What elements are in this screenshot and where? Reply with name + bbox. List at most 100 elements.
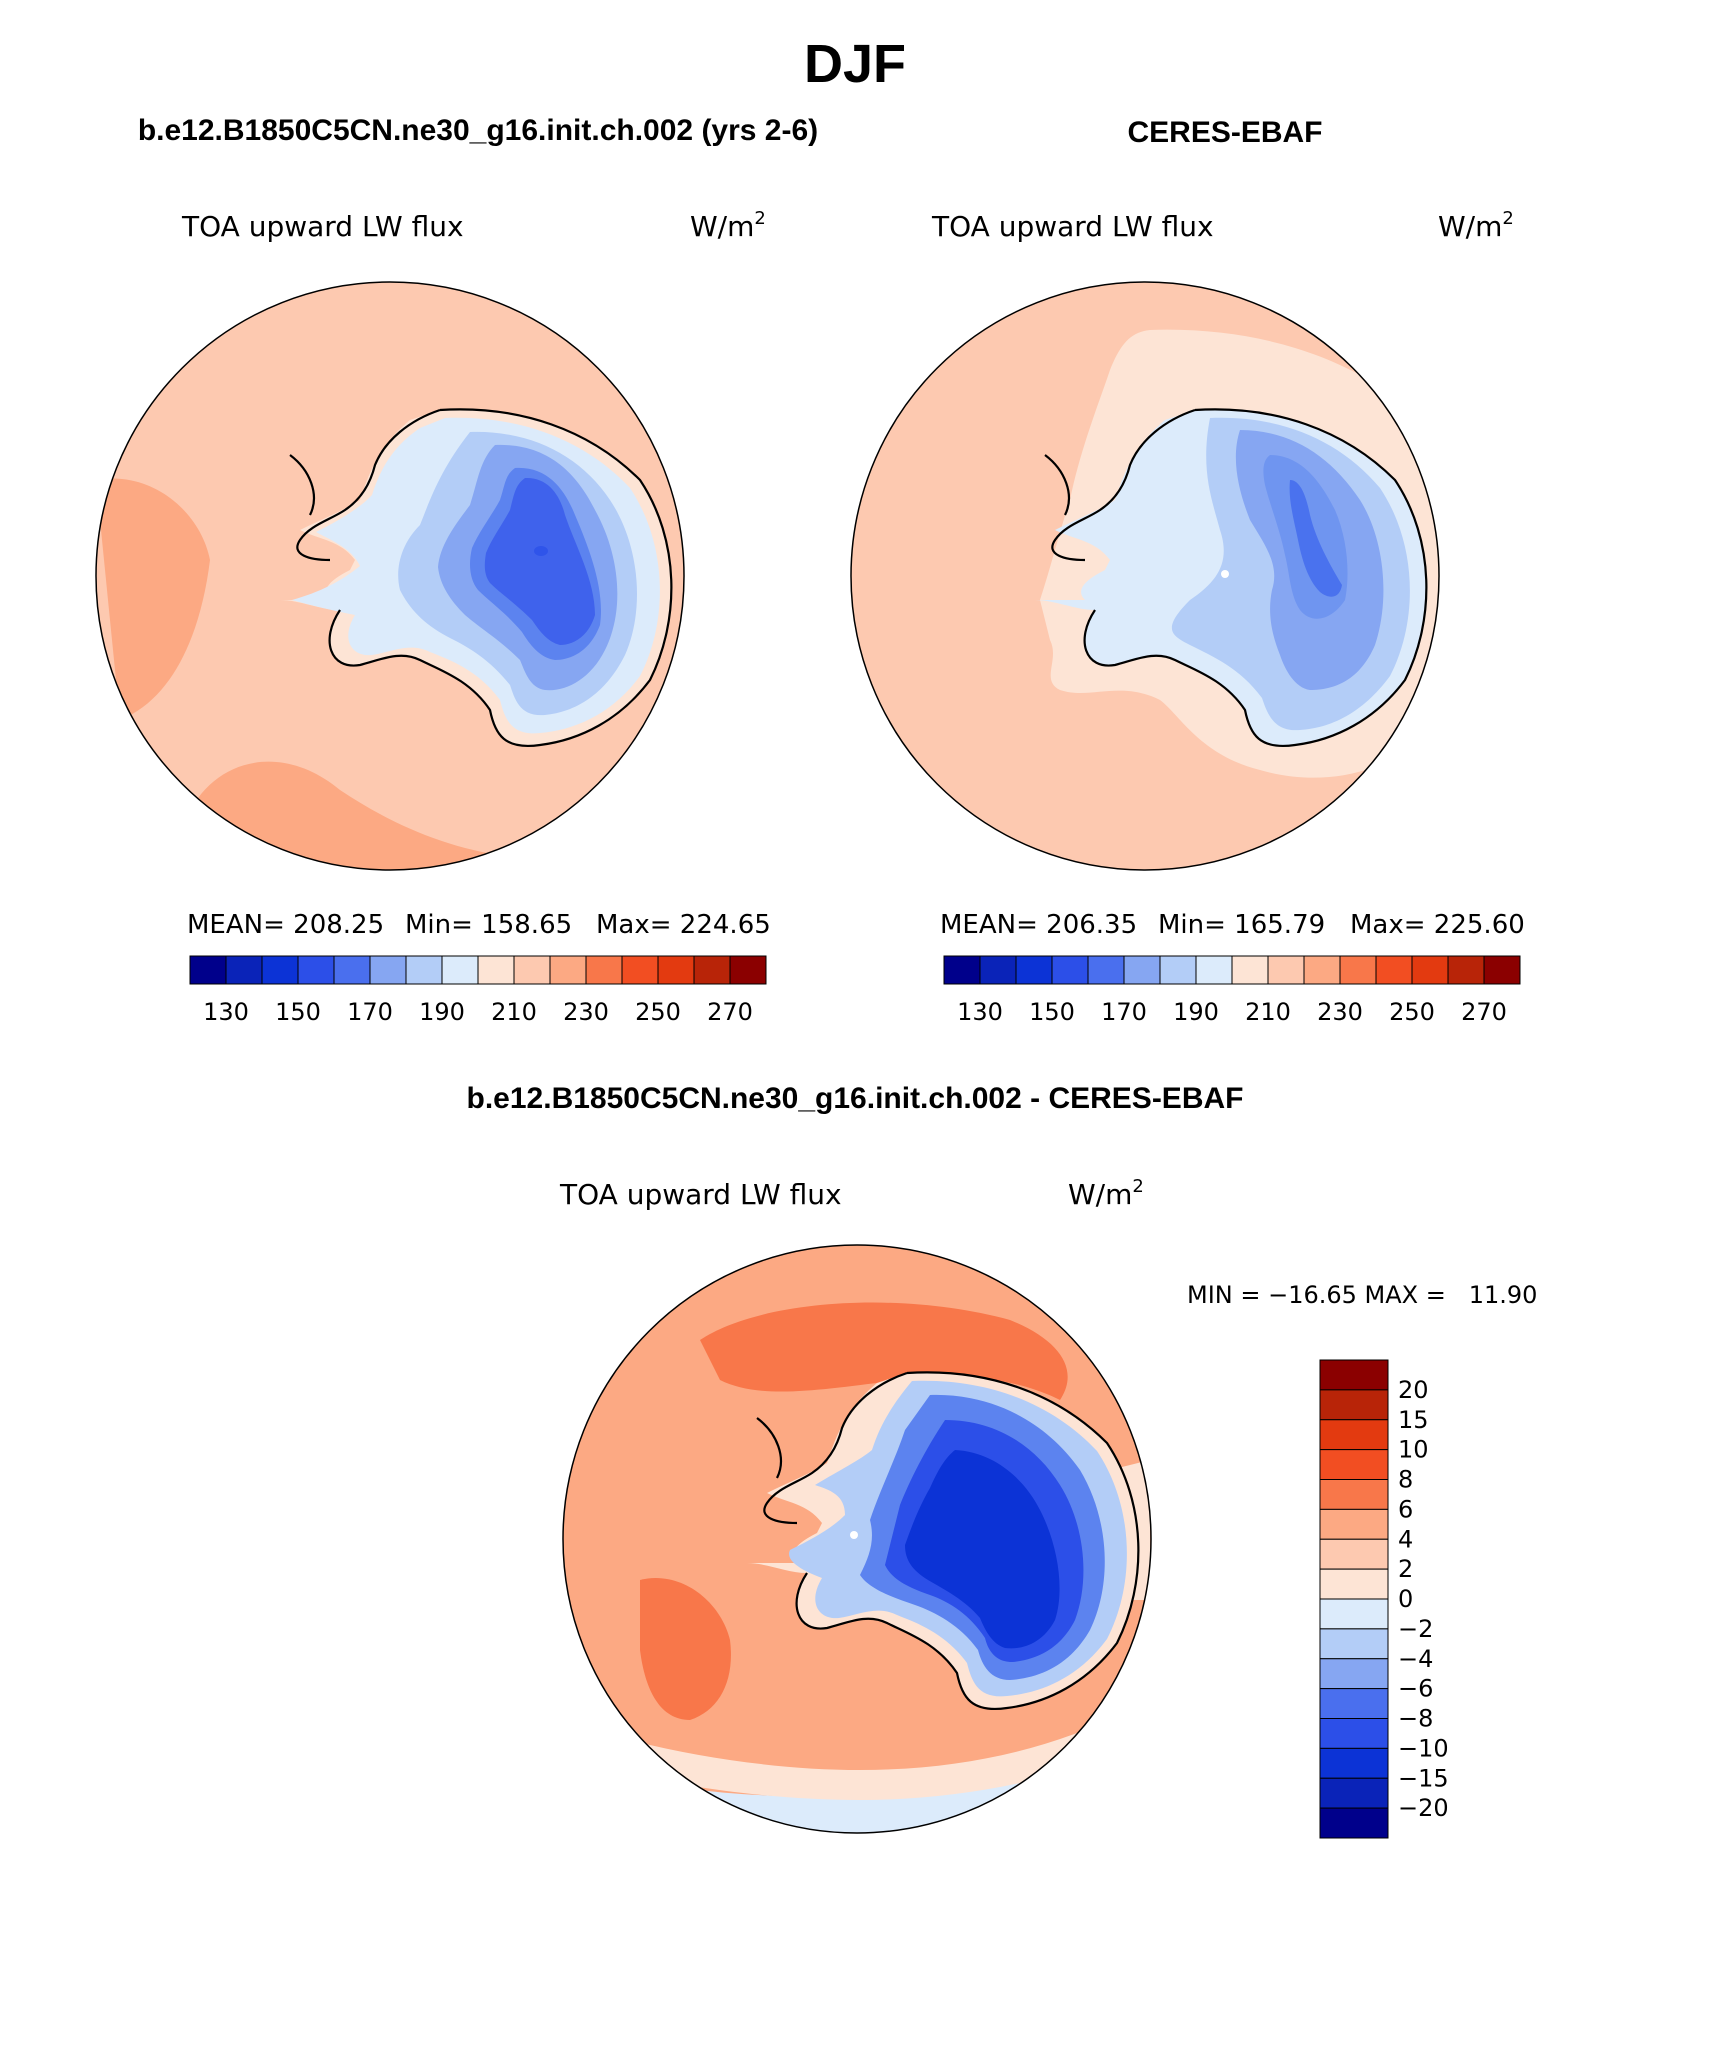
panel-diff-colorbar-tick-label: −4 (1398, 1645, 1433, 1673)
panel-obs-colorbar-swatch (1303, 955, 1341, 985)
panel-obs-mean: MEAN= 206.35 (940, 910, 1137, 940)
panel-diff-colorbar-swatch (1319, 1389, 1389, 1421)
panel-model-ice-5 (484, 477, 595, 645)
panel-diff-colorbar-tick-label: −2 (1398, 1615, 1433, 1643)
panel-obs-colorbar-tick-label: 130 (957, 998, 1003, 1026)
panel-obs-colorbar-swatch (1123, 955, 1161, 985)
panel-diff-colorbar-swatch (1319, 1807, 1389, 1839)
panel-model-stats: MEAN= 208.25 Min= 158.65 Max= 224.65 (187, 910, 771, 940)
panel-diff-colorbar-swatch (1319, 1718, 1389, 1749)
panel-obs-colorbar-tick-label: 150 (1029, 998, 1075, 1026)
panel-diff-colorbar-swatch (1319, 1777, 1389, 1809)
panel-model-max: Max= 224.65 (596, 910, 771, 940)
panel-diff-colorbar-swatch (1319, 1598, 1389, 1630)
panel-diff-colorbar-tick-label: 20 (1398, 1376, 1429, 1404)
panel-model-colorbar-tick-label: 230 (563, 998, 609, 1026)
panel-model-unit: W/m2 (690, 208, 766, 243)
panel-diff-title: b.e12.B1850C5CN.ne30_g16.init.ch.002 - C… (467, 1082, 1244, 1115)
panel-model-colorbar-tick-label: 170 (347, 998, 393, 1026)
panel-diff-colorbar-swatch (1319, 1449, 1389, 1480)
panel-diff-coastline (756, 1371, 1140, 1711)
panel-model-colorbar-tick-label: 150 (275, 998, 321, 1026)
panel-obs-colorbar: 130 150 170 190 210 230 250 270 (943, 955, 1521, 1026)
panel-obs-colorbar-swatch (979, 955, 1017, 985)
panel-obs-colorbar-swatch (1375, 955, 1413, 985)
panel-diff-neutral-band (563, 1710, 1140, 1800)
panel-diff-colorbar-swatch (1319, 1479, 1389, 1510)
panel-obs-colorbar-swatch (1159, 955, 1197, 985)
panel-model-colorbar-swatch (333, 955, 371, 985)
panel-obs-colorbar-swatch (1339, 955, 1377, 985)
panel-diff-pole-dot (850, 1531, 858, 1539)
panel-diff-colorbar-tick-label: 15 (1398, 1406, 1429, 1434)
panel-obs-colorbar-swatch (1483, 955, 1521, 985)
panel-diff-colorbar-swatch (1319, 1359, 1389, 1391)
panel-diff-colorbar-swatch (1319, 1508, 1389, 1540)
panel-model-map-border (95, 281, 685, 871)
panel-obs-pole-dot (1221, 570, 1229, 578)
panel-obs-colorbar-tick-label: 170 (1101, 998, 1147, 1026)
panel-model-colorbar-swatch (729, 955, 767, 985)
panel-model-mean: MEAN= 208.25 (187, 910, 384, 940)
panel-diff: b.e12.B1850C5CN.ne30_g16.init.ch.002 - C… (467, 1082, 1537, 1839)
panel-model-colorbar-swatch (261, 955, 299, 985)
panel-model-min: Min= 158.65 (405, 910, 572, 940)
panel-obs-ice-5 (1289, 480, 1342, 597)
panel-diff-colorbar-tick-label: −15 (1398, 1764, 1449, 1792)
panel-obs-colorbar-swatch (943, 955, 981, 985)
panel-diff-colorbar-swatch (1319, 1568, 1389, 1600)
panel-model-variable: TOA upward LW flux (181, 210, 464, 243)
panel-diff-colorbar-tick-label: 0 (1398, 1585, 1413, 1613)
panel-diff-minmax: MIN = −16.65 MAX = 11.90 (1187, 1281, 1537, 1309)
panel-diff-colorbar-tick-label: 4 (1398, 1525, 1413, 1553)
panel-obs-max: Max= 225.60 (1350, 910, 1525, 940)
panel-diff-colorbar-tick-label: 6 (1398, 1495, 1413, 1523)
panel-model: b.e12.B1850C5CN.ne30_g16.init.ch.002 (yr… (95, 114, 818, 1026)
panel-diff-colorbar-tick-label: −8 (1398, 1705, 1433, 1733)
panel-obs-colorbar-swatch (1267, 955, 1305, 985)
figure-title: DJF (804, 34, 906, 94)
panel-diff-map (562, 1244, 1152, 1834)
panel-diff-colorbar-swatch (1319, 1538, 1389, 1570)
panel-diff-unit: W/m2 (1068, 1176, 1144, 1211)
panel-obs-colorbar-swatch (1231, 955, 1269, 985)
panel-model-colorbar-swatch (441, 955, 479, 985)
panel-diff-colorbar-swatch (1319, 1419, 1389, 1451)
panel-model-colorbar-tick-label: 190 (419, 998, 465, 1026)
panel-model-colorbar-tick-label: 270 (707, 998, 753, 1026)
panel-obs-colorbar-swatch (1015, 955, 1053, 985)
panel-obs-stats: MEAN= 206.35 Min= 165.79 Max= 225.60 (940, 910, 1525, 940)
panel-obs-map (850, 281, 1440, 871)
panel-obs-coastline (1044, 408, 1428, 748)
panel-obs-colorbar-tick-label: 230 (1317, 998, 1363, 1026)
panel-diff-colorbar-swatch (1319, 1747, 1389, 1779)
panel-model-colorbar-swatch (189, 955, 227, 985)
panel-obs-colorbar-swatch (1195, 955, 1233, 985)
panel-diff-neutral-east (1110, 1460, 1150, 1600)
panel-diff-colorbar-tick-label: 10 (1398, 1436, 1429, 1464)
panel-model-colorbar-swatch (693, 955, 731, 985)
panel-model-colorbar-swatch (297, 955, 335, 985)
panel-model-colorbar-swatch (405, 955, 443, 985)
panel-diff-colorbar-tick-label: −20 (1398, 1794, 1449, 1822)
panel-obs-colorbar-tick-label: 210 (1245, 998, 1291, 1026)
panel-model-pole-spot (534, 546, 548, 556)
panel-model-colorbar-swatch (513, 955, 551, 985)
panel-obs-unit: W/m2 (1438, 208, 1514, 243)
panel-obs-colorbar-tick-label: 270 (1461, 998, 1507, 1026)
panel-diff-colorbar-tick-label: 2 (1398, 1555, 1413, 1583)
panel-diff-colorbar-tick-label: −10 (1398, 1734, 1449, 1762)
panel-diff-ice-4 (905, 1450, 1060, 1649)
panel-diff-colorbar-swatch (1319, 1658, 1389, 1690)
panel-obs-title: CERES-EBAF (1127, 116, 1322, 149)
panel-diff-colorbar-tick-label: −6 (1398, 1675, 1433, 1703)
panel-diff-variable: TOA upward LW flux (559, 1178, 842, 1211)
panel-diff-warm-west (640, 1578, 731, 1720)
panel-diff-colorbar-swatch (1319, 1628, 1389, 1660)
panel-diff-map-border (562, 1244, 1152, 1834)
panel-model-colorbar-swatch (585, 955, 623, 985)
panel-obs-colorbar-tick-label: 250 (1389, 998, 1435, 1026)
panel-diff-colorbar-swatch (1319, 1688, 1389, 1719)
panel-model-colorbar-swatch (621, 955, 659, 985)
panel-model-warm-west (96, 478, 210, 720)
